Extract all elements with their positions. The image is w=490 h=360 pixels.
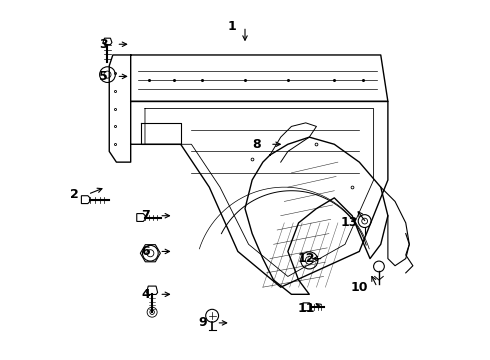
Text: 3: 3: [99, 38, 107, 51]
Text: 9: 9: [199, 316, 207, 329]
Text: 10: 10: [351, 281, 368, 294]
Text: 2: 2: [70, 188, 79, 201]
Text: 12: 12: [297, 252, 315, 265]
Text: 5: 5: [98, 70, 107, 83]
Text: 1: 1: [227, 20, 236, 33]
Text: 8: 8: [252, 138, 261, 151]
Text: 6: 6: [142, 245, 150, 258]
Text: 4: 4: [142, 288, 150, 301]
Text: 11: 11: [297, 302, 315, 315]
Text: 7: 7: [142, 209, 150, 222]
Text: 13: 13: [340, 216, 358, 229]
